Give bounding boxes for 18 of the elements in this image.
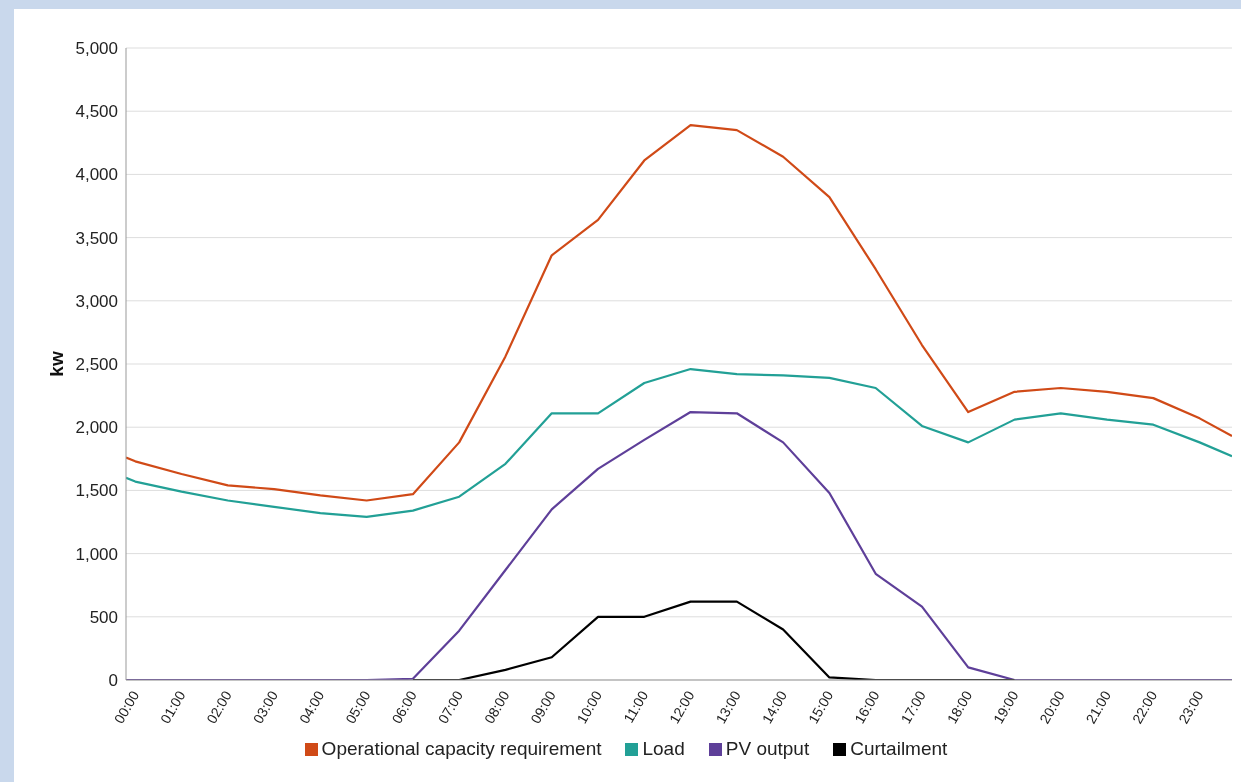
y-tick-label: 3,000: [75, 291, 118, 311]
y-tick-label: 3,500: [75, 228, 118, 248]
y-tick-label: 2,500: [75, 355, 118, 375]
y-tick-label: 1,500: [75, 481, 118, 501]
y-tick-label: 1,000: [75, 544, 118, 564]
legend-label: Curtailment: [850, 738, 948, 759]
line-series: [126, 124, 1232, 502]
y-tick-label: 0: [108, 671, 118, 691]
line-series: [126, 367, 1232, 519]
legend-label: PV output: [725, 738, 810, 759]
y-tick-label: 5,000: [75, 39, 118, 59]
legend-label: Operational capacity requirement: [321, 738, 602, 759]
legend-label: Load: [642, 738, 685, 759]
y-tick-label: 4,500: [75, 102, 118, 122]
y-tick-label: 500: [89, 607, 118, 627]
y-axis-title: kw: [45, 351, 67, 377]
y-tick-label: 2,000: [75, 418, 118, 438]
y-tick-label: 4,000: [75, 165, 118, 185]
